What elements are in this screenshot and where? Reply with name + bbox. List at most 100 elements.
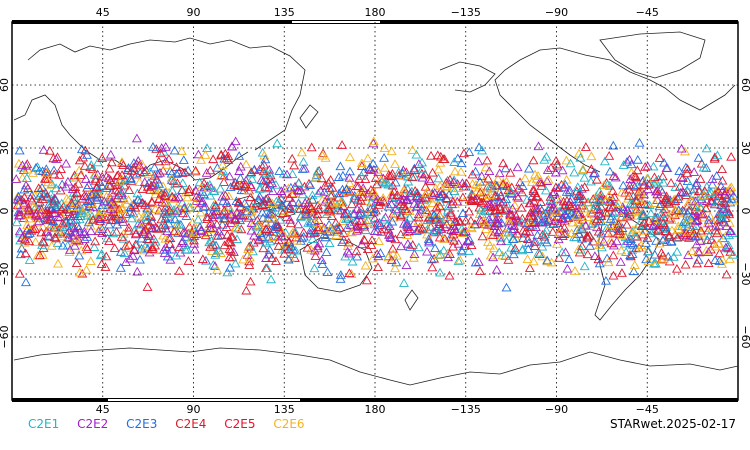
observation-marker: [698, 190, 709, 200]
observation-marker: [466, 240, 477, 250]
observation-marker: [721, 269, 732, 279]
observation-marker: [379, 224, 390, 234]
observation-marker: [239, 181, 250, 191]
observation-marker: [457, 246, 468, 256]
observation-marker: [529, 217, 540, 227]
observation-marker: [543, 174, 554, 184]
top-lon-label: −90: [545, 6, 568, 19]
observation-marker: [596, 242, 607, 252]
observation-marker: [681, 218, 692, 228]
observation-marker: [594, 258, 605, 268]
observation-marker: [683, 197, 694, 207]
observation-marker: [386, 146, 397, 156]
observation-marker: [710, 255, 721, 265]
observation-marker: [78, 152, 88, 162]
tick-labels: 45 45 90 90 135 135 180 180 −135 −135 −90 −90 −45 −45…: [0, 6, 750, 416]
observation-marker: [439, 213, 450, 223]
observation-marker: [681, 228, 692, 238]
observation-marker: [582, 212, 593, 221]
observation-marker: [326, 197, 337, 207]
observation-marker: [470, 166, 481, 176]
observation-marker: [467, 169, 478, 179]
observation-marker: [293, 186, 304, 195]
observation-marker: [305, 180, 316, 189]
observation-marker: [150, 236, 161, 246]
observation-marker: [87, 164, 98, 173]
observation-marker: [233, 223, 244, 233]
observation-marker: [106, 187, 117, 197]
observation-marker: [424, 237, 435, 247]
observation-marker: [75, 170, 86, 179]
observation-marker: [101, 191, 112, 201]
observation-marker: [128, 162, 139, 172]
observation-marker: [695, 174, 706, 183]
observation-marker: [421, 207, 432, 217]
observation-marker: [296, 147, 307, 157]
observation-marker: [244, 252, 255, 262]
observation-marker: [181, 211, 192, 220]
observation-marker: [726, 151, 737, 161]
observation-marker: [361, 275, 372, 285]
observation-marker: [553, 234, 564, 244]
observation-marker: [116, 190, 126, 200]
observation-marker: [56, 164, 66, 173]
observation-marker: [14, 201, 25, 210]
observation-marker: [387, 243, 398, 253]
observation-marker: [679, 146, 690, 156]
observation-marker: [106, 157, 117, 167]
observation-marker: [152, 223, 163, 233]
observation-marker: [724, 254, 735, 263]
observation-marker: [543, 204, 554, 214]
observation-marker: [179, 227, 190, 237]
observation-marker: [115, 210, 126, 220]
observation-marker: [142, 203, 153, 213]
observation-marker: [67, 202, 78, 211]
observation-marker: [61, 181, 72, 191]
observation-marker: [629, 260, 640, 269]
observation-marker: [523, 244, 534, 253]
observation-marker: [536, 177, 547, 187]
bottom-lon-label: −135: [451, 403, 481, 416]
observation-marker: [189, 235, 199, 245]
observation-marker: [642, 173, 653, 183]
observation-marker: [140, 224, 151, 234]
observation-marker: [147, 242, 158, 252]
observation-marker: [537, 229, 548, 239]
observation-marker: [292, 204, 303, 214]
observation-marker: [307, 234, 318, 243]
observation-marker: [191, 229, 202, 238]
observation-marker: [683, 226, 694, 236]
observation-marker: [464, 206, 475, 216]
observation-marker: [130, 228, 141, 238]
observation-marker: [336, 205, 347, 215]
observation-marker: [477, 231, 488, 241]
observation-marker: [649, 178, 660, 188]
observation-marker: [218, 196, 228, 206]
observation-marker: [657, 255, 667, 264]
observation-marker: [641, 238, 651, 247]
observation-marker: [449, 221, 459, 230]
observation-marker: [417, 172, 428, 182]
observation-marker: [42, 174, 53, 183]
observation-marker: [74, 250, 85, 260]
observation-marker: [491, 180, 502, 190]
observation-marker: [456, 158, 467, 167]
observation-marker: [650, 226, 661, 236]
legend-item-c2e6: C2E6: [273, 417, 305, 431]
observation-marker: [666, 236, 677, 246]
observation-marker: [341, 184, 352, 193]
observation-marker: [648, 214, 659, 224]
observation-marker: [658, 216, 669, 225]
observation-marker: [672, 246, 683, 256]
observation-marker: [205, 190, 216, 200]
observation-marker: [88, 214, 98, 224]
observation-marker: [540, 217, 551, 226]
observation-marker: [205, 223, 216, 232]
observation-marker: [65, 217, 76, 227]
observation-marker: [36, 204, 47, 214]
observation-marker: [61, 158, 72, 168]
observation-marker: [427, 198, 438, 208]
observation-marker: [562, 263, 573, 273]
observation-marker: [360, 260, 371, 270]
observation-marker: [448, 241, 458, 251]
